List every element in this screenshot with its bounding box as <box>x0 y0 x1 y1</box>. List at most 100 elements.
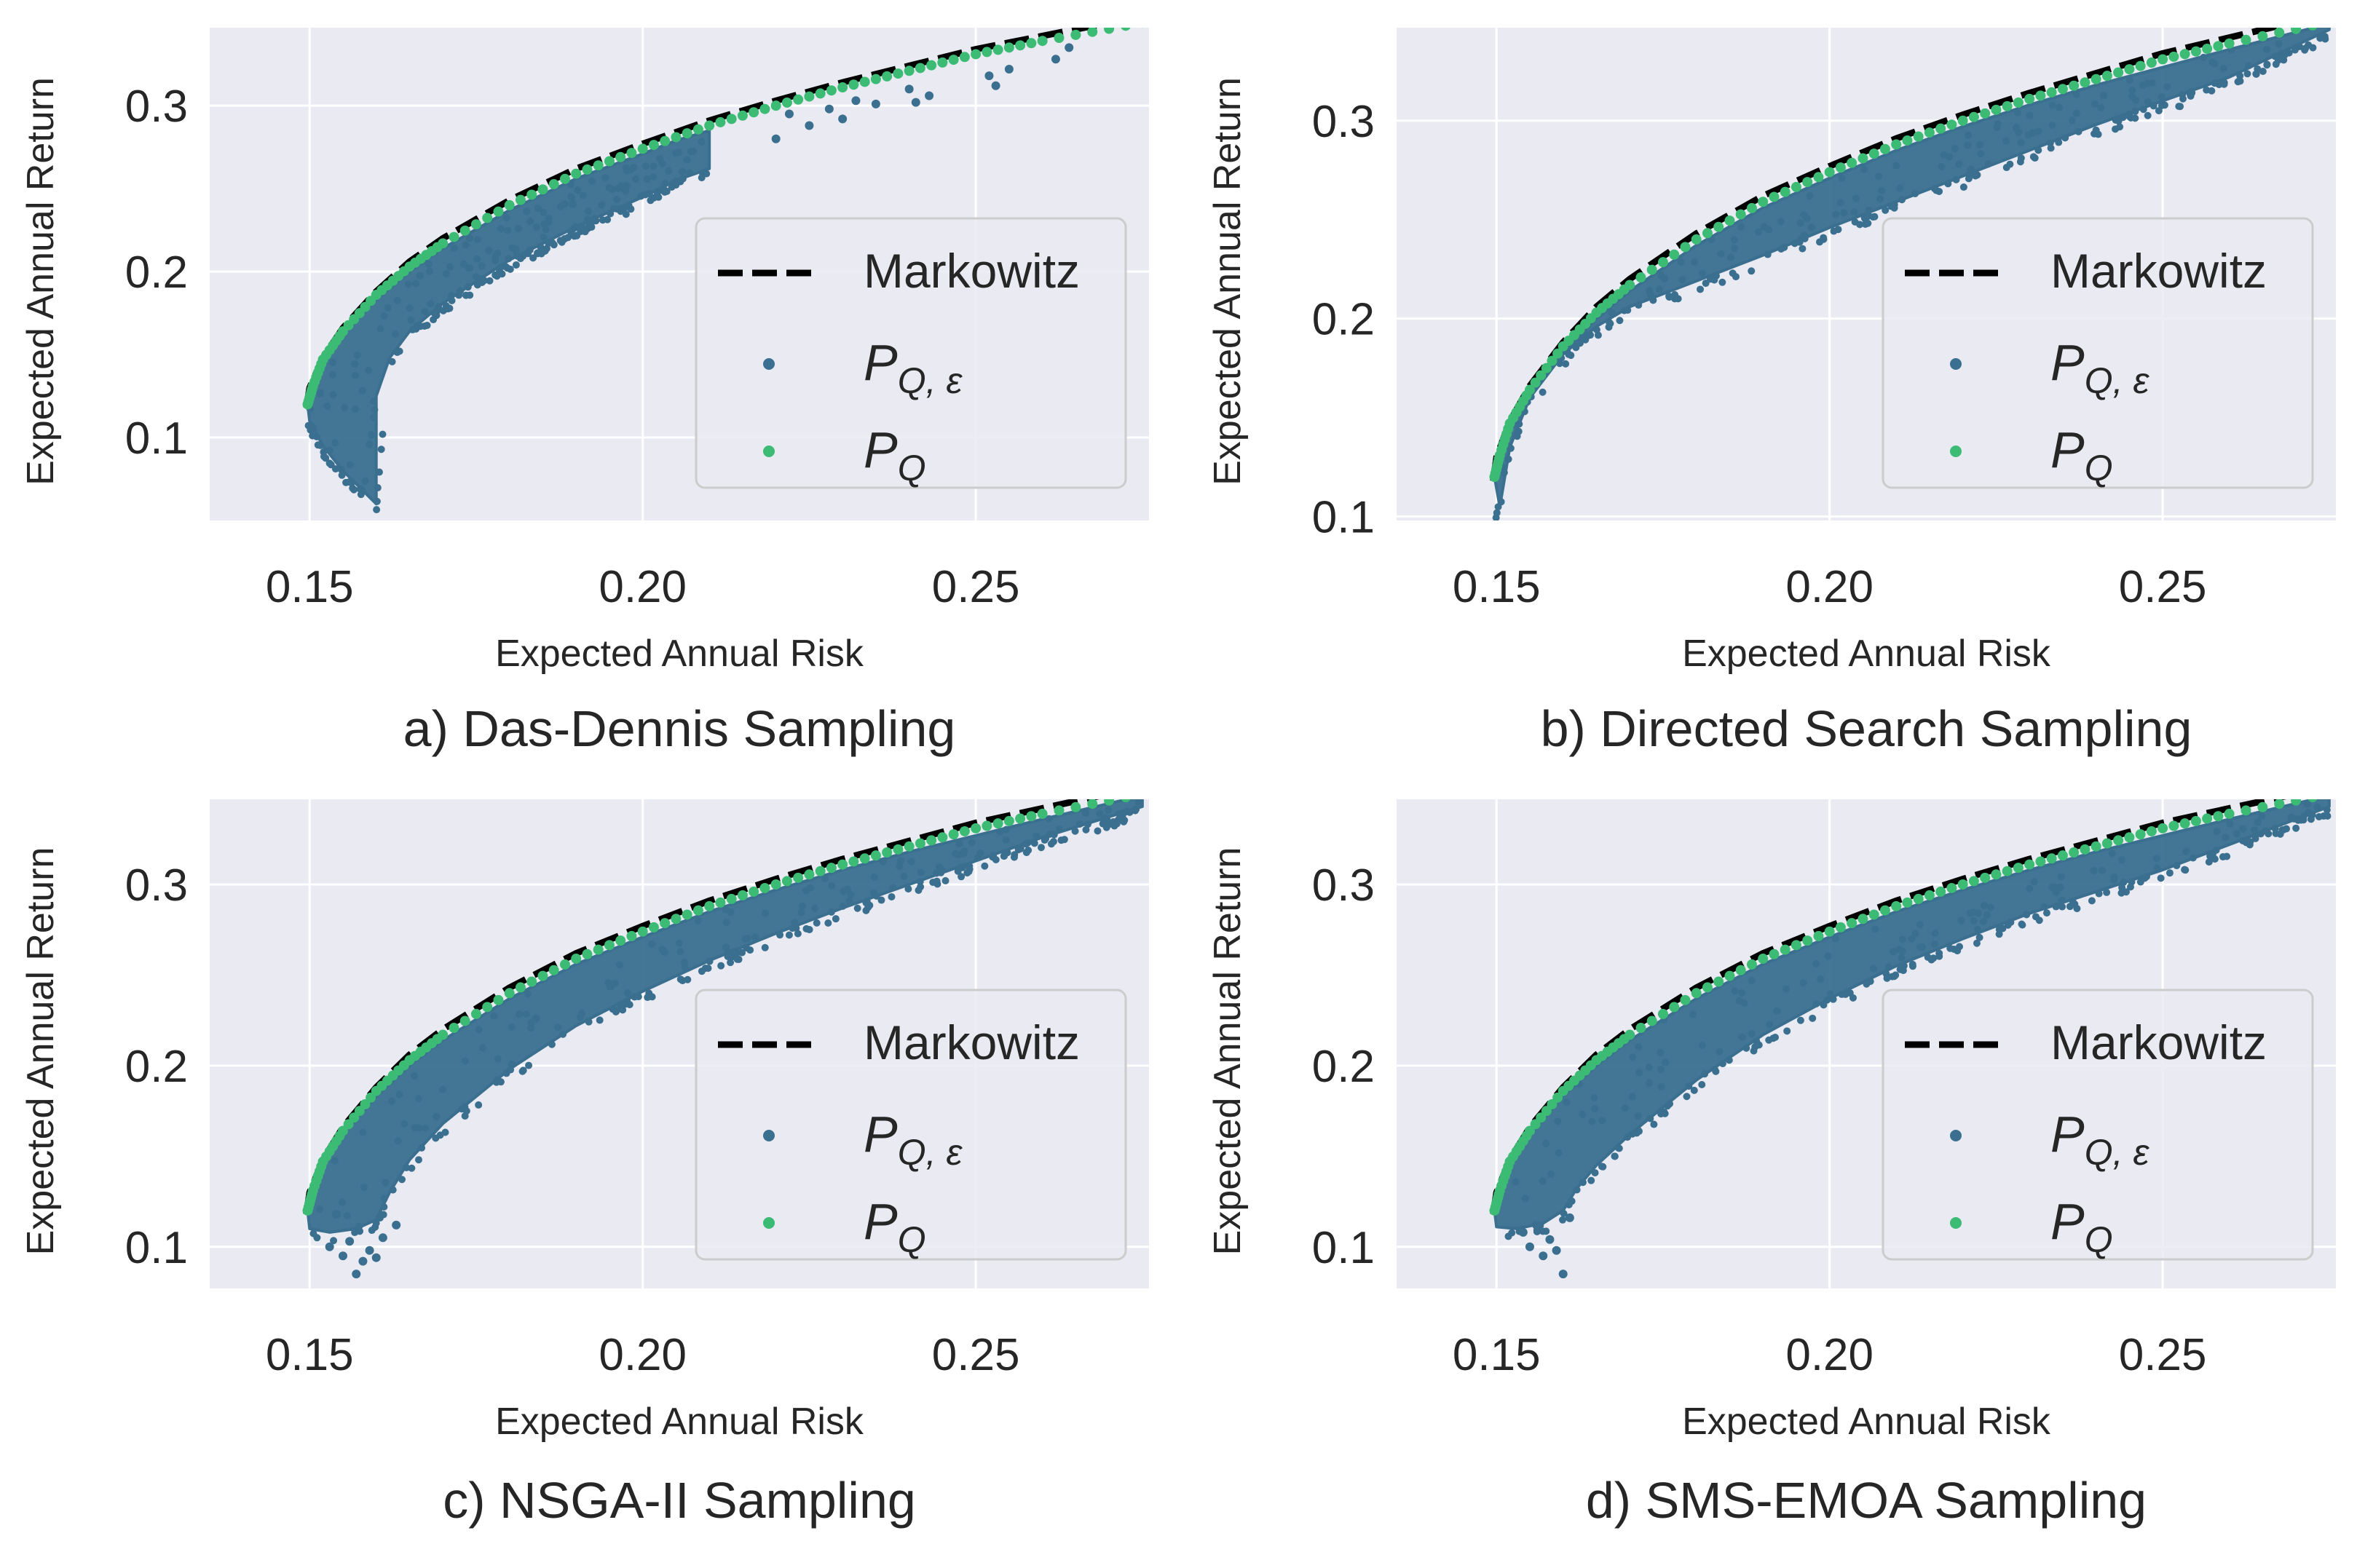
approx-point <box>1898 196 1906 204</box>
approx-point <box>648 993 656 1001</box>
approx-point <box>1568 1197 1576 1205</box>
approx-point <box>380 1195 388 1203</box>
approx-point <box>2034 146 2042 154</box>
approx-point <box>598 201 606 209</box>
approx-point <box>1512 1178 1520 1186</box>
approx-point <box>634 993 642 1001</box>
legend-label-approx: PQ, ε <box>864 1106 963 1173</box>
approx-point <box>1930 941 1938 949</box>
x-tick-label: 0.25 <box>2119 1330 2207 1380</box>
approx-point <box>771 134 781 143</box>
approx-point <box>427 300 435 308</box>
approx-point <box>1588 1117 1596 1125</box>
approx-point <box>660 949 668 957</box>
approx-point <box>371 405 379 413</box>
approx-point <box>2200 53 2208 61</box>
approx-point <box>2305 809 2313 817</box>
approx-point <box>2139 106 2147 114</box>
quantum-point <box>893 68 904 79</box>
quantum-point <box>571 168 582 179</box>
approx-point <box>990 852 998 860</box>
quantum-point <box>438 238 449 249</box>
approx-point <box>1050 831 1058 839</box>
approx-point <box>911 98 920 107</box>
approx-point <box>806 884 814 892</box>
panel-caption: d) SMS-EMOA Sampling <box>1586 1472 2147 1529</box>
quantum-point <box>1680 242 1691 253</box>
quantum-point <box>982 47 992 58</box>
approx-point <box>1665 292 1673 300</box>
approx-point <box>888 892 896 900</box>
approx-point <box>642 162 650 170</box>
quantum-point <box>1037 808 1048 819</box>
approx-point <box>400 1120 408 1128</box>
quantum-point <box>2035 856 2046 867</box>
approx-point <box>508 1061 516 1069</box>
approx-point <box>607 210 615 218</box>
approx-point <box>478 278 486 286</box>
approx-point <box>462 1057 470 1065</box>
approx-point <box>968 839 976 847</box>
approx-point <box>1033 832 1041 840</box>
approx-point <box>1674 295 1682 303</box>
approx-point <box>1598 1163 1606 1171</box>
approx-point <box>1071 827 1079 835</box>
quantum-point <box>770 100 781 111</box>
quantum-point <box>1913 131 1924 142</box>
approx-point <box>331 465 339 473</box>
quantum-point <box>1868 149 1879 159</box>
approx-point <box>2173 862 2181 870</box>
quantum-point <box>1037 36 1048 47</box>
plot-content <box>302 28 1144 514</box>
approx-point <box>661 180 669 188</box>
approx-point <box>621 1000 629 1008</box>
approx-point <box>596 1016 604 1024</box>
approx-point <box>497 263 505 271</box>
approx-point <box>457 287 465 295</box>
approx-point <box>2157 874 2165 882</box>
approx-point <box>365 1246 374 1255</box>
approx-point <box>1649 296 1657 304</box>
approx-point <box>664 167 672 175</box>
quantum-point <box>615 151 626 162</box>
approx-point <box>376 325 384 333</box>
quantum-point <box>2168 820 2179 831</box>
approx-point <box>2123 888 2131 896</box>
approx-point <box>1800 231 1808 239</box>
approx-point <box>1628 1093 1636 1101</box>
quantum-point <box>937 832 948 843</box>
quantum-point <box>1902 135 1913 146</box>
approx-point <box>2002 137 2010 145</box>
quantum-point <box>449 231 459 242</box>
x-tick-label: 0.25 <box>932 562 1020 612</box>
approx-point <box>1065 43 1074 52</box>
quantum-point <box>2101 71 2112 82</box>
approx-point <box>1016 844 1024 852</box>
approx-point <box>1082 825 1090 834</box>
quantum-point <box>671 132 682 143</box>
quantum-point <box>2157 54 2168 65</box>
approx-point <box>329 391 337 399</box>
approx-point <box>473 255 481 263</box>
quantum-point <box>2135 60 2146 71</box>
approx-point <box>527 1024 535 1032</box>
approx-point <box>827 908 835 916</box>
approx-point <box>2274 56 2282 64</box>
approx-point <box>761 943 769 951</box>
quantum-point <box>1769 191 1780 202</box>
quantum-point <box>1657 257 1668 268</box>
approx-point <box>2205 858 2213 866</box>
quantum-point <box>826 85 837 96</box>
quantum-point <box>1802 177 1813 188</box>
quantum-point <box>2240 34 2251 45</box>
quantum-point <box>926 835 937 846</box>
approx-point <box>2302 44 2310 52</box>
approx-point <box>798 902 806 910</box>
approx-point <box>414 1095 422 1103</box>
approx-point <box>623 167 631 175</box>
approx-point <box>941 876 949 884</box>
quantum-point <box>2146 58 2157 68</box>
approx-point <box>863 897 871 905</box>
approx-point <box>2098 866 2106 874</box>
approx-point <box>524 250 532 258</box>
